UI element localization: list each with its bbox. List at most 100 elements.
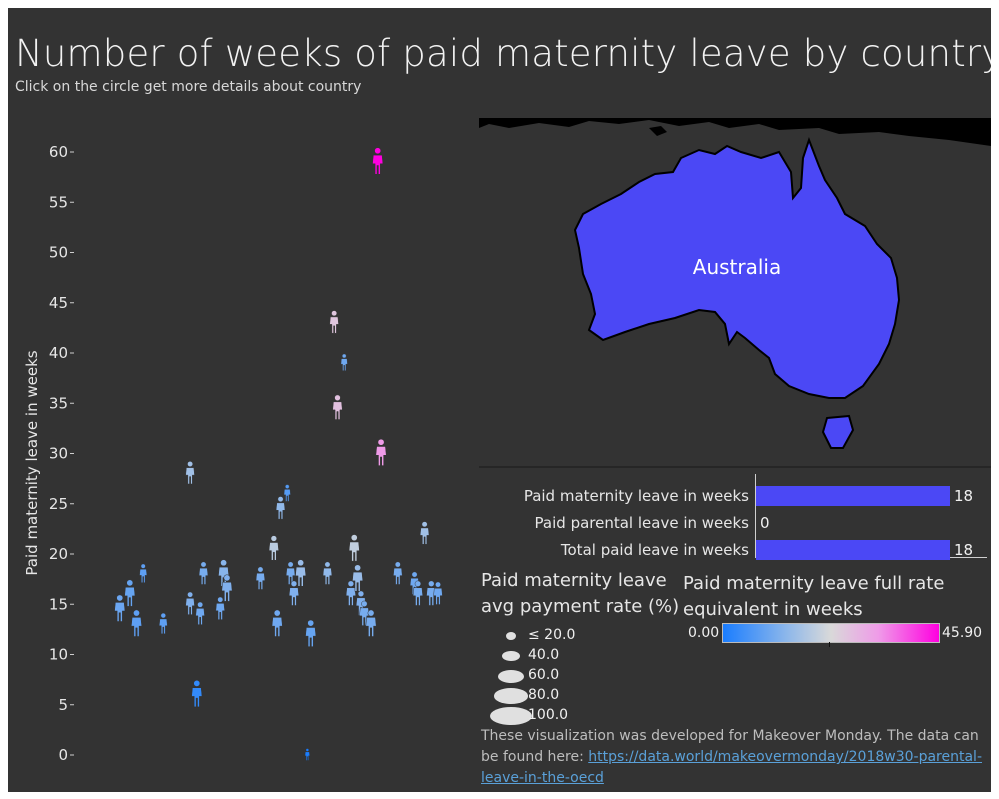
detail-bar-chart: Paid maternity leave in weeks 18 Paid pare…: [479, 474, 991, 562]
person-marker[interactable]: [295, 559, 307, 587]
page-subtitle: Click on the circle get more details abo…: [15, 79, 362, 95]
size-legend-swatch: [498, 669, 524, 683]
person-marker[interactable]: [139, 563, 148, 583]
y-tick-label: 30: [49, 445, 68, 463]
person-marker[interactable]: [329, 310, 339, 334]
person-marker[interactable]: [114, 594, 126, 622]
person-marker[interactable]: [332, 394, 343, 420]
person-marker[interactable]: [130, 609, 143, 637]
y-tick-label: 35: [49, 394, 68, 412]
detail-bar-row[interactable]: Paid parental leave in weeks 0: [479, 511, 991, 535]
y-tick-label: 45: [49, 294, 68, 312]
person-marker[interactable]: [195, 601, 205, 625]
person-marker[interactable]: [255, 566, 266, 590]
detail-bar-label: Paid maternity leave in weeks: [523, 487, 749, 505]
page-title: Number of weeks of paid maternity leave …: [15, 32, 991, 75]
person-marker[interactable]: [268, 535, 279, 561]
person-marker[interactable]: [215, 596, 225, 620]
map-small-island: [649, 126, 667, 136]
y-tick-label: 15: [49, 595, 68, 613]
person-marker[interactable]: [305, 619, 317, 647]
person-marker[interactable]: [352, 564, 364, 592]
footer-text: These visualization was developed for Ma…: [481, 728, 979, 765]
detail-bar-label: Paid parental leave in weeks: [534, 514, 749, 532]
person-marker[interactable]: [275, 496, 286, 520]
person-marker[interactable]: [322, 561, 333, 585]
detail-bar-value: 0: [760, 514, 770, 532]
person-marker[interactable]: [340, 353, 348, 371]
size-legend: Paid maternity leave avg payment rate (%…: [480, 568, 680, 728]
person-marker[interactable]: [288, 580, 300, 606]
size-legend-item: 100.0: [480, 706, 680, 726]
size-legend-swatch: [502, 650, 520, 662]
detail-bar-row[interactable]: Paid maternity leave in weeks 18: [479, 484, 991, 508]
person-marker[interactable]: [375, 438, 387, 466]
person-marker[interactable]: [285, 561, 296, 585]
map-country-label: Australia: [693, 255, 781, 279]
person-marker[interactable]: [412, 580, 423, 606]
data-source-link[interactable]: https://data.world/makeovermonday/2018w3…: [481, 749, 982, 786]
size-legend-swatch: [506, 632, 516, 640]
size-legend-label: 80.0: [528, 687, 560, 703]
detail-bar: [756, 486, 950, 506]
map-north-landmass: [479, 118, 991, 146]
person-marker[interactable]: [372, 147, 384, 175]
color-legend-title: Paid maternity leave full rate equivalen…: [683, 573, 945, 620]
y-tick-label: 60: [49, 143, 68, 161]
color-ramp-midpoint: [829, 642, 830, 647]
scatter-points: [114, 147, 443, 761]
size-legend-item: 40.0: [480, 646, 680, 666]
person-marker[interactable]: [198, 561, 209, 585]
y-tick-label: 20: [49, 545, 68, 563]
size-legend-item: ≤ 20.0: [480, 626, 680, 646]
person-marker[interactable]: [345, 580, 356, 606]
size-legend-swatch: [494, 688, 528, 704]
y-tick-label: 10: [49, 646, 68, 664]
person-marker[interactable]: [124, 579, 136, 607]
y-tick-label: 55: [49, 193, 68, 211]
bar-axis: [755, 474, 756, 558]
color-ramp-min: 0.00: [688, 625, 720, 641]
size-legend-label: 60.0: [528, 667, 560, 683]
detail-bar: [756, 540, 950, 560]
y-tick-label: 40: [49, 344, 68, 362]
person-marker[interactable]: [304, 748, 310, 761]
y-tick-label: 5: [58, 696, 68, 714]
person-marker[interactable]: [393, 561, 403, 585]
size-legend-title: Paid maternity leave avg payment rate (%…: [481, 570, 680, 617]
tasmania-shape[interactable]: [821, 414, 855, 449]
footer-note: These visualization was developed for Ma…: [481, 726, 986, 789]
person-marker[interactable]: [159, 612, 168, 635]
person-marker[interactable]: [185, 461, 195, 485]
person-marker[interactable]: [283, 484, 291, 502]
person-marker[interactable]: [271, 609, 283, 637]
person-marker[interactable]: [221, 574, 233, 602]
person-marker[interactable]: [433, 581, 443, 605]
y-tick-label: 50: [49, 244, 68, 262]
size-legend-label: ≤ 20.0: [528, 627, 576, 643]
person-marker[interactable]: [419, 521, 430, 545]
y-tick-label: 25: [49, 495, 68, 513]
size-legend-item: 60.0: [480, 666, 680, 686]
color-ramp: [722, 623, 940, 643]
y-axis-label: Paid maternity leave in weeks: [23, 350, 41, 575]
size-legend-item: 80.0: [480, 686, 680, 706]
color-ramp-max: 45.90: [942, 625, 983, 641]
size-legend-swatch: [490, 707, 532, 725]
australia-map[interactable]: Australia: [479, 118, 991, 468]
person-marker[interactable]: [348, 534, 360, 562]
person-marker[interactable]: [191, 679, 203, 708]
size-legend-label: 100.0: [528, 707, 569, 723]
map-panel[interactable]: Australia: [479, 118, 991, 468]
person-marker[interactable]: [185, 591, 195, 615]
australia-shape[interactable]: [573, 137, 901, 399]
person-marker[interactable]: [365, 609, 377, 637]
detail-bar-value: 18: [954, 487, 974, 505]
size-legend-label: 40.0: [528, 647, 560, 663]
y-tick-label: 0: [58, 746, 68, 764]
detail-bar-row[interactable]: Total paid leave in weeks 18: [479, 538, 991, 562]
detail-bar-value: 18: [954, 541, 974, 559]
dashboard: Number of weeks of paid maternity leave …: [8, 8, 991, 792]
color-legend: Paid maternity leave full rate equivalen…: [683, 571, 983, 661]
